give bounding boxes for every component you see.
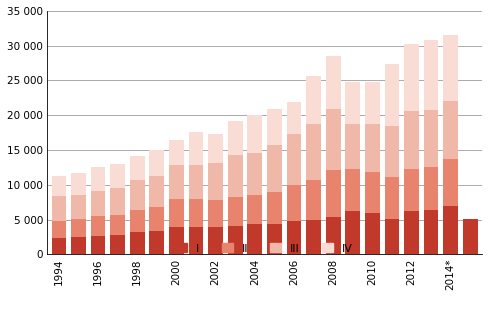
Bar — [110, 215, 125, 235]
Bar — [423, 40, 438, 110]
Bar — [364, 124, 379, 172]
Bar — [423, 167, 438, 211]
Bar — [227, 121, 242, 155]
Bar — [266, 192, 281, 224]
Bar — [71, 195, 85, 219]
Bar — [384, 219, 399, 254]
Bar — [423, 211, 438, 254]
Bar — [364, 82, 379, 124]
Bar — [325, 170, 340, 217]
Bar — [227, 226, 242, 254]
Bar — [247, 115, 262, 153]
Bar — [208, 134, 223, 162]
Bar — [71, 219, 85, 237]
Bar — [305, 124, 320, 180]
Bar — [90, 235, 105, 254]
Bar — [325, 109, 340, 170]
Bar — [286, 102, 301, 134]
Bar — [110, 188, 125, 215]
Bar — [305, 76, 320, 124]
Bar — [443, 159, 457, 206]
Bar — [286, 185, 301, 221]
Bar — [188, 132, 203, 165]
Bar — [188, 227, 203, 254]
Bar — [266, 224, 281, 254]
Bar — [149, 176, 164, 207]
Bar — [208, 162, 223, 200]
Bar — [247, 224, 262, 254]
Bar — [305, 219, 320, 254]
Bar — [404, 211, 418, 254]
Bar — [247, 153, 262, 195]
Bar — [404, 169, 418, 211]
Bar — [71, 173, 85, 195]
Bar — [90, 191, 105, 216]
Bar — [286, 134, 301, 185]
Bar — [443, 206, 457, 254]
Bar — [345, 124, 359, 169]
Bar — [149, 207, 164, 230]
Bar — [130, 232, 144, 254]
Bar — [443, 35, 457, 101]
Bar — [423, 110, 438, 167]
Bar — [384, 126, 399, 177]
Bar — [149, 230, 164, 254]
Bar — [130, 156, 144, 180]
Bar — [384, 177, 399, 219]
Bar — [169, 200, 183, 227]
Bar — [110, 164, 125, 188]
Bar — [227, 155, 242, 197]
Bar — [208, 227, 223, 254]
Bar — [130, 180, 144, 210]
Bar — [266, 109, 281, 145]
Bar — [149, 150, 164, 176]
Bar — [110, 235, 125, 254]
Bar — [169, 165, 183, 200]
Bar — [51, 196, 66, 221]
Bar — [286, 221, 301, 254]
Bar — [364, 172, 379, 213]
Bar — [188, 200, 203, 227]
Bar — [188, 165, 203, 200]
Bar — [325, 217, 340, 254]
Bar — [266, 145, 281, 192]
Bar — [130, 210, 144, 232]
Bar — [208, 200, 223, 227]
Bar — [51, 221, 66, 238]
Bar — [443, 101, 457, 159]
Bar — [90, 167, 105, 191]
Bar — [169, 227, 183, 254]
Bar — [90, 216, 105, 235]
Bar — [462, 219, 477, 254]
Bar — [345, 169, 359, 211]
Bar — [404, 44, 418, 111]
Bar — [51, 176, 66, 196]
Bar — [345, 211, 359, 254]
Bar — [71, 237, 85, 254]
Bar — [227, 197, 242, 226]
Bar — [325, 56, 340, 109]
Bar — [305, 180, 320, 219]
Legend: I, II, III, IV: I, II, III, IV — [176, 244, 352, 254]
Bar — [384, 64, 399, 126]
Bar — [51, 238, 66, 254]
Bar — [169, 140, 183, 165]
Bar — [247, 195, 262, 224]
Bar — [364, 213, 379, 254]
Bar — [345, 82, 359, 124]
Bar — [404, 111, 418, 169]
